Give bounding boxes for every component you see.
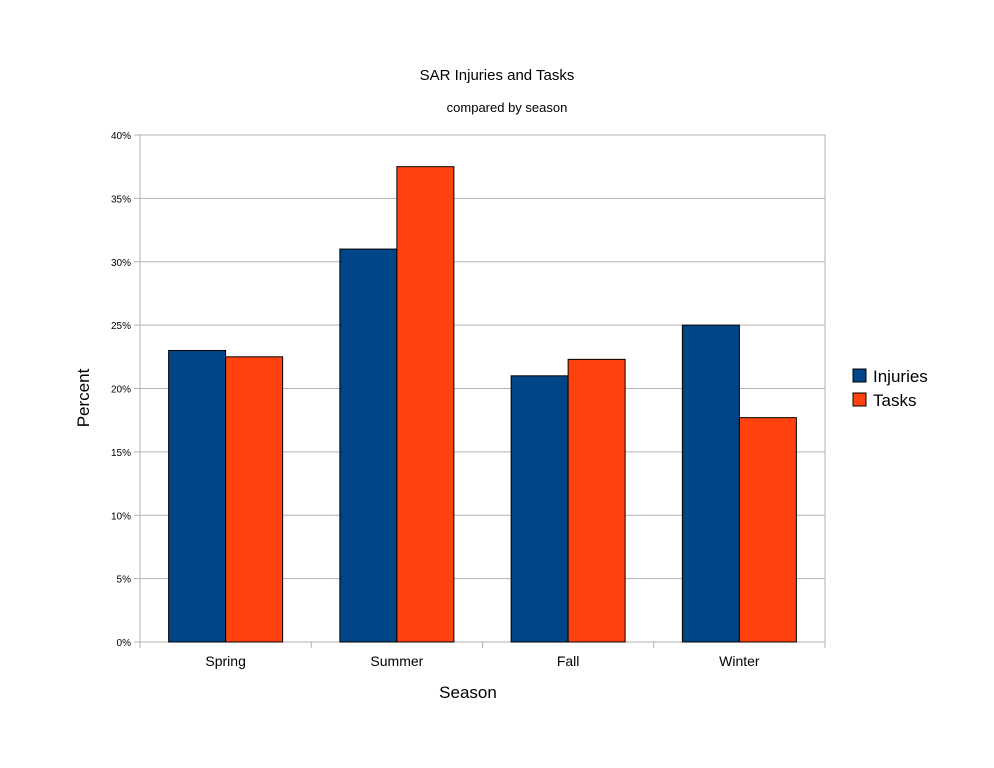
y-tick-label: 5% — [117, 575, 132, 586]
y-tick-label: 0% — [117, 638, 132, 649]
y-tick-label: 10% — [111, 511, 131, 522]
bar-injuries-winter — [681, 324, 740, 643]
bar-tasks-summer — [396, 166, 455, 643]
legend-swatch-tasks — [852, 392, 867, 407]
y-tick-label: 15% — [111, 448, 131, 459]
bar-tasks-spring — [225, 356, 284, 643]
chart-subtitle: compared by season — [447, 100, 568, 115]
bars — [168, 166, 797, 643]
x-axis-label: Season — [439, 683, 497, 702]
x-tick-label: Spring — [205, 653, 245, 669]
legend-label-injuries: Injuries — [873, 367, 928, 386]
y-axis-label: Percent — [74, 368, 93, 427]
legend-swatch-injuries — [852, 368, 867, 383]
x-axis-ticks: Spring Summer Fall Winter — [139, 642, 826, 669]
bar-injuries-summer — [339, 248, 398, 643]
chart-title: SAR Injuries and Tasks — [420, 67, 575, 84]
bar-tasks-fall — [567, 358, 626, 643]
x-tick-label: Winter — [719, 653, 760, 669]
y-tick-label: 35% — [111, 194, 131, 205]
y-tick-label: 30% — [111, 258, 131, 269]
legend-label-tasks: Tasks — [873, 391, 916, 410]
legend: Injuries Tasks — [852, 367, 928, 410]
bar-injuries-spring — [168, 349, 227, 643]
y-tick-label: 25% — [111, 321, 131, 332]
y-tick-label: 40% — [111, 131, 131, 142]
bar-tasks-winter — [738, 417, 797, 643]
bar-injuries-fall — [510, 375, 569, 643]
x-tick-label: Fall — [557, 653, 580, 669]
y-tick-label: 20% — [111, 385, 131, 396]
y-axis-ticks: 0% 5% 10% 15% 20% 25% 30% 35% 40% — [111, 131, 140, 649]
x-tick-label: Summer — [370, 653, 423, 669]
